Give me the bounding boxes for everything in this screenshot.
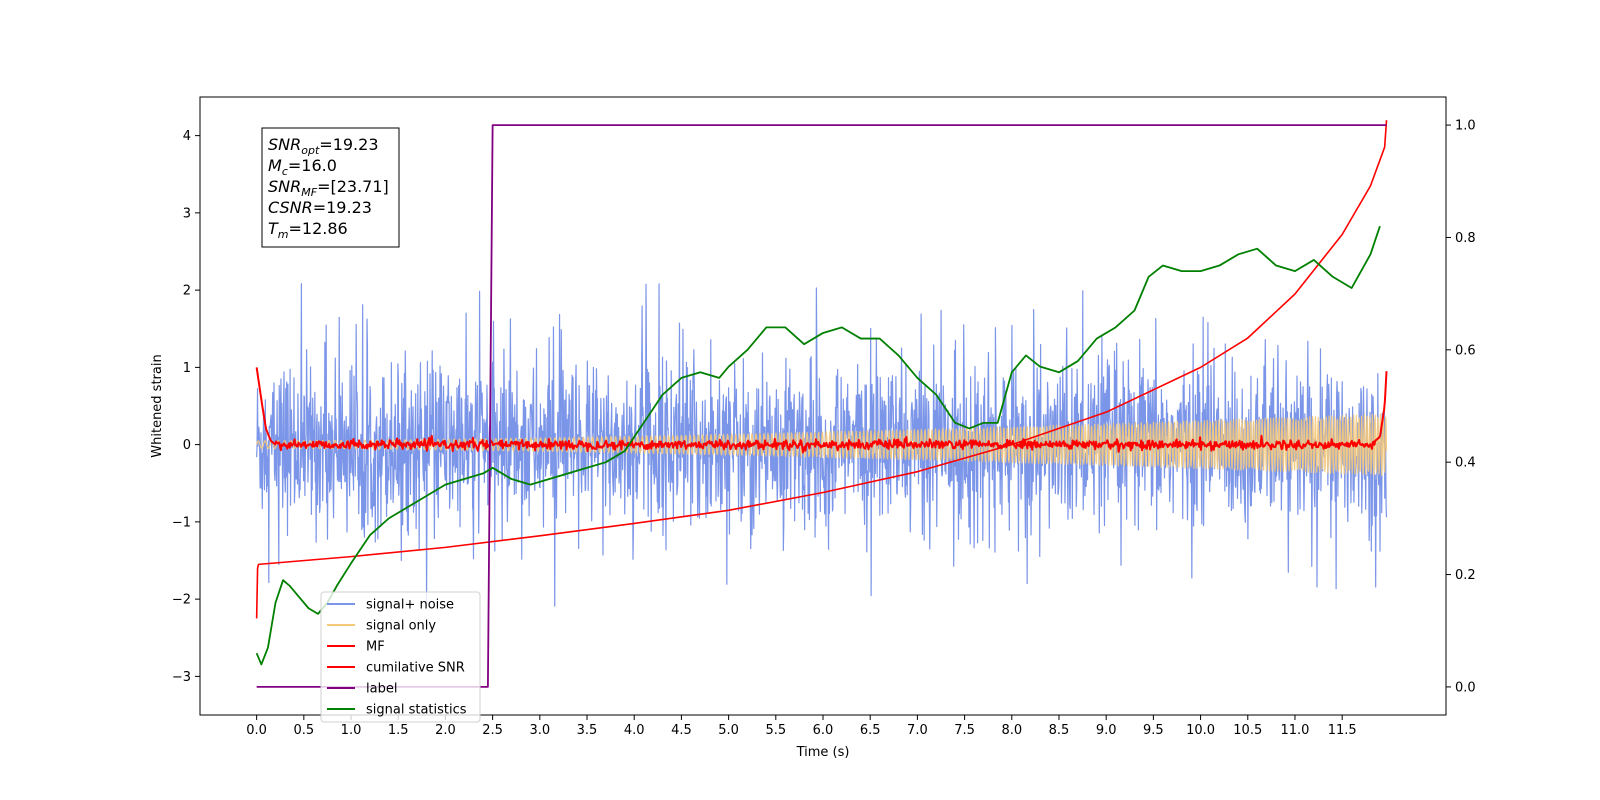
x-tick-label: 9.0 xyxy=(1096,723,1117,738)
y-left-tick-label: 2 xyxy=(183,284,191,299)
x-tick-label: 2.5 xyxy=(482,723,503,738)
annotation-frame xyxy=(261,127,400,248)
annotation-line: Mc=16.0 xyxy=(268,156,337,178)
y-left-tick-label: 4 xyxy=(183,129,191,144)
annotation-line: Tm=12.86 xyxy=(268,219,348,241)
annotation-line: SNRMF=[23.71] xyxy=(268,177,389,199)
x-tick-label: 7.0 xyxy=(907,723,928,738)
y-left-tick-label: −3 xyxy=(172,670,191,685)
y-axis-label: Whitened strain xyxy=(150,354,165,457)
x-tick-label: 7.5 xyxy=(954,723,975,738)
legend-frame xyxy=(320,591,481,723)
y-left-tick-label: 0 xyxy=(183,438,191,453)
y-right-tick-label: 0.2 xyxy=(1455,568,1476,583)
y-left-tick-label: −1 xyxy=(172,515,191,530)
x-tick-label: 3.0 xyxy=(529,723,550,738)
y-right-tick-label: 1.0 xyxy=(1455,119,1476,134)
x-tick-label: 1.0 xyxy=(341,723,362,738)
x-tick-label: 10.0 xyxy=(1186,723,1215,738)
y-right-tick-label: 0.0 xyxy=(1455,680,1476,695)
cumulative-snr-line xyxy=(255,120,1388,619)
x-tick-label: 0.0 xyxy=(246,723,267,738)
annotation-line: CSNR=19.23 xyxy=(268,198,372,217)
x-tick-label: 6.0 xyxy=(813,723,834,738)
mf-line xyxy=(255,367,1388,454)
x-tick-label: 3.5 xyxy=(577,723,598,738)
x-axis-label: Time (s) xyxy=(796,745,850,760)
legend-label: signal only xyxy=(366,619,436,634)
y-left-tick-label: −2 xyxy=(172,593,191,608)
signal-statistics-line xyxy=(255,225,1381,666)
legend-label: signal+ noise xyxy=(366,598,454,613)
x-tick-label: 8.0 xyxy=(1001,723,1022,738)
y-right-tick-label: 0.8 xyxy=(1455,231,1476,246)
axes: 0.0 0.5 1.0 1.5 2.0 2.5 3.0 3.5 4.0 4.5 5.0 5.5 6.0 6… xyxy=(150,96,1476,760)
x-tick-label: 11.0 xyxy=(1280,723,1309,738)
y-left-tick-label: 1 xyxy=(183,361,191,376)
x-tick-label: 6.5 xyxy=(860,723,881,738)
legend-label: signal statistics xyxy=(366,703,467,718)
legend-label: MF xyxy=(366,640,385,655)
x-tick-label: 9.5 xyxy=(1143,723,1164,738)
x-tick-label: 1.5 xyxy=(388,723,409,738)
stats-annotation-box: SNRopt=19.23Mc=16.0SNRMF=[23.71]CSNR=19.… xyxy=(261,127,400,248)
x-tick-label: 5.0 xyxy=(718,723,739,738)
plot-area xyxy=(255,120,1388,688)
y-right-tick-label: 0.6 xyxy=(1455,343,1476,358)
legend: signal+ noise signal only MF cumilative SNR… xyxy=(320,591,481,723)
y-left-tick-label: 3 xyxy=(183,206,191,221)
x-tick-label: 0.5 xyxy=(293,723,314,738)
y-right-tick-label: 0.4 xyxy=(1455,456,1476,471)
x-tick-label: 11.5 xyxy=(1328,723,1357,738)
annotation-line: SNRopt=19.23 xyxy=(268,135,379,157)
x-tick-label: 4.0 xyxy=(624,723,645,738)
x-tick-label: 8.5 xyxy=(1049,723,1070,738)
x-tick-label: 2.0 xyxy=(435,723,456,738)
x-tick-label: 10.5 xyxy=(1233,723,1262,738)
legend-label: label xyxy=(366,682,397,697)
legend-label: cumilative SNR xyxy=(366,661,465,676)
x-tick-label: 4.5 xyxy=(671,723,692,738)
x-tick-label: 5.5 xyxy=(765,723,786,738)
